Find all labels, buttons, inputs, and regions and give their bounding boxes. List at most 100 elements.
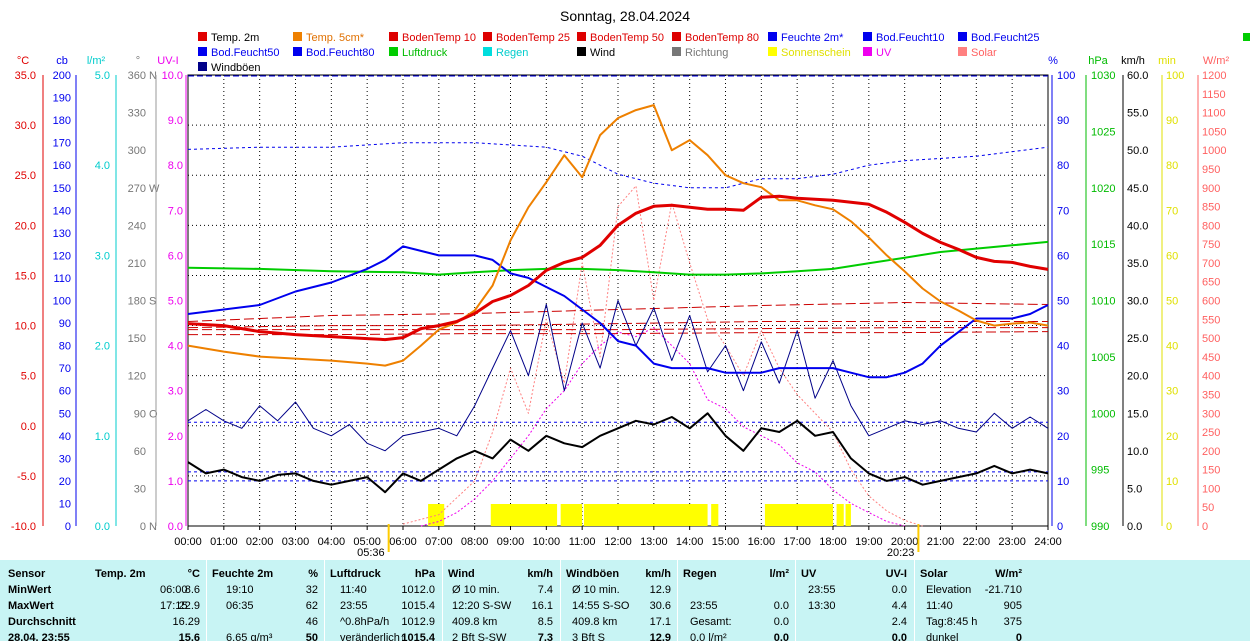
axis-tick-solar: 500	[1202, 333, 1220, 345]
legend-label: Bod.Feucht50	[211, 47, 280, 59]
chart-grid	[187, 74, 1049, 527]
axis-unit-wind: km/h	[1121, 55, 1145, 67]
axis-tick-dir: 180	[128, 296, 146, 308]
legend-swatch	[198, 32, 207, 41]
axis-compass-dir: N	[149, 521, 157, 533]
stats-label: veränderlich↑	[340, 632, 406, 641]
stats-label: 3 Bft S	[572, 632, 606, 641]
stats-value: 32	[305, 584, 318, 596]
legend-label: Luftdruck	[402, 47, 448, 59]
axis-tick-dir: 120	[128, 371, 146, 383]
legend-swatch	[483, 32, 492, 41]
axis-tick-wind: 35.0	[1127, 258, 1148, 270]
x-tick-label: 03:00	[282, 536, 310, 548]
stats-value: 8.5	[537, 616, 553, 628]
stats-divider	[206, 560, 207, 641]
stats-section-unit: UV-I	[885, 568, 907, 580]
axis-tick-cb: 110	[53, 273, 71, 285]
stats-label: Tag:8:45 h	[926, 616, 978, 628]
stats-label: Ø 10 min.	[572, 584, 620, 596]
legend-swatch	[577, 32, 586, 41]
sunshine-bar	[583, 504, 708, 526]
axis-tick-pressure: 995	[1091, 465, 1109, 477]
stats-value: 0	[1015, 632, 1022, 641]
stats-value: 46	[305, 616, 318, 628]
axis-tick-humidity: 90	[1057, 115, 1069, 127]
legend-swatch	[389, 32, 398, 41]
axis-tick-sunmin: 30	[1166, 386, 1178, 398]
axis-tick-pressure: 1015	[1091, 239, 1115, 251]
axis-tick-cb: 100	[53, 296, 71, 308]
stats-value: 12.9	[649, 632, 671, 641]
axis-tick-wind: 10.0	[1127, 446, 1148, 458]
x-tick-label: 21:00	[927, 536, 955, 548]
chart-title: Sonntag, 28.04.2024	[560, 8, 690, 24]
x-tick-label: 01:00	[210, 536, 238, 548]
legend-swatch	[958, 47, 967, 56]
axis-tick-temp: 35.0	[15, 70, 36, 82]
axis-tick-sunmin: 20	[1166, 431, 1178, 443]
axis-tick-wind: 60.0	[1127, 70, 1148, 82]
axis-compass-dir: S	[149, 296, 156, 308]
axis-tick-sunmin: 90	[1166, 115, 1178, 127]
stats-label: 23:55	[340, 600, 368, 612]
axis-tick-solar: 1200	[1202, 70, 1226, 82]
x-tick-label: 17:00	[783, 536, 811, 548]
axis-tick-humidity: 70	[1057, 205, 1069, 217]
axis-tick-solar: 150	[1202, 465, 1220, 477]
axis-tick-temp: 10.0	[15, 321, 36, 333]
x-tick-label: 09:00	[497, 536, 525, 548]
series-uv	[420, 327, 905, 527]
statistics-table: Sensor MinWert MaxWert Durchschnitt 28.04. 2…	[0, 560, 1250, 641]
axis-tick-wind: 5.0	[1127, 483, 1142, 495]
stats-divider	[677, 560, 678, 641]
stats-value: 0.0	[891, 584, 907, 596]
legend-label: Temp. 5cm*	[306, 32, 365, 44]
axis-tick-humidity: 60	[1057, 250, 1069, 262]
stats-divider	[795, 560, 796, 641]
stats-label: Ø 10 min.	[452, 584, 500, 596]
series-bodentemp-25	[187, 321, 1048, 329]
axis-tick-pressure: 1030	[1091, 70, 1115, 82]
axis-tick-cb: 40	[59, 431, 71, 443]
axis-tick-wind: 50.0	[1127, 145, 1148, 157]
axis-compass-dir: O	[149, 408, 158, 420]
stats-section-header: Temp. 2m	[95, 568, 146, 580]
axis-unit-temp: °C	[17, 55, 29, 67]
series-temp-2m	[187, 194, 1049, 342]
axis-tick-solar: 50	[1202, 502, 1214, 514]
stats-label: 2 Bft S-SW	[452, 632, 507, 641]
stats-value: 1012.9	[401, 616, 435, 628]
axis-tick-rain: 1.0	[95, 431, 110, 443]
axis-tick-rain: 2.0	[95, 341, 110, 353]
stats-label: 17:15	[160, 600, 188, 612]
stats-value: 0.0	[773, 616, 789, 628]
axis-unit-cb: cb	[56, 55, 68, 67]
axis-unit-solar: W/m²	[1203, 55, 1230, 67]
axis-tick-cb: 0	[65, 521, 71, 533]
stats-section-header: Luftdruck	[330, 568, 381, 580]
axis-tick-sunmin: 40	[1166, 341, 1178, 353]
x-tick-label: 20:00	[891, 536, 919, 548]
axis-tick-dir: 210	[128, 258, 146, 270]
axis-tick-solar: 950	[1202, 164, 1220, 176]
stats-row-label: MaxWert	[8, 600, 54, 612]
axis-tick-solar: 700	[1202, 258, 1220, 270]
legend-swatch	[672, 47, 681, 56]
stats-label: 19:10	[226, 584, 254, 596]
stats-row-label: Sensor	[8, 568, 46, 580]
series-bodentemp-80	[188, 331, 1049, 336]
stats-label: Gesamt:	[690, 616, 732, 628]
legend-label: Regen	[496, 47, 528, 59]
stats-section-header: Regen	[683, 568, 717, 580]
series-bod-feucht10	[187, 142, 1049, 189]
axis-tick-solar: 200	[1202, 446, 1220, 458]
series-temp-5cm-	[187, 104, 1049, 367]
stats-label: 12:20 S-SW	[452, 600, 512, 612]
axis-tick-pressure: 1020	[1091, 183, 1115, 195]
axis-tick-cb: 90	[59, 318, 71, 330]
axis-tick-solar: 400	[1202, 371, 1220, 383]
legend-swatch	[672, 32, 681, 41]
axis-unit-pressure: hPa	[1088, 55, 1108, 67]
axis-tick-dir: 90	[134, 408, 146, 420]
